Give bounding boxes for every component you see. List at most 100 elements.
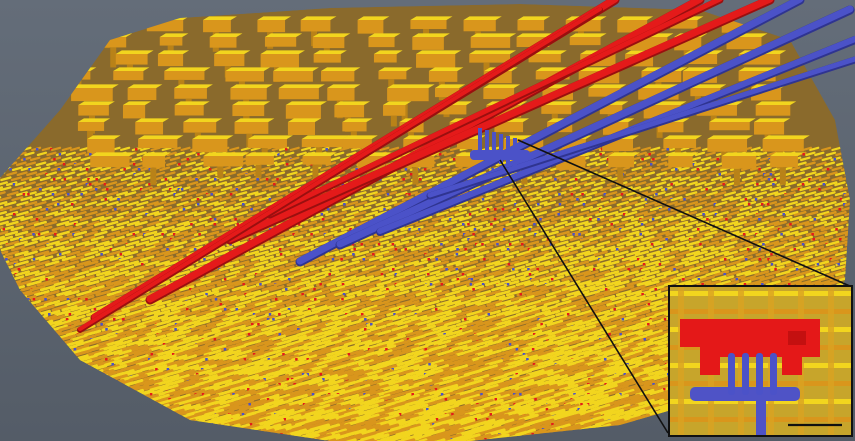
metal-segment bbox=[70, 156, 82, 162]
metal-segment bbox=[620, 225, 634, 232]
metal-segment bbox=[665, 220, 679, 227]
metal-segment bbox=[365, 299, 382, 307]
via-fleck bbox=[94, 188, 98, 191]
metal-segment bbox=[495, 250, 510, 257]
metal-segment bbox=[395, 329, 413, 337]
metal-segment bbox=[359, 285, 376, 292]
metal-segment bbox=[593, 329, 611, 337]
metal-segment bbox=[441, 245, 456, 252]
metal-segment bbox=[640, 225, 654, 232]
metal-segment bbox=[321, 314, 338, 322]
metal-segment bbox=[181, 166, 193, 172]
metal-segment bbox=[428, 265, 444, 272]
via-fleck bbox=[540, 323, 543, 326]
metal-segment bbox=[439, 314, 457, 322]
via-fleck bbox=[394, 248, 398, 251]
metal-segment bbox=[376, 280, 392, 287]
via-fleck bbox=[725, 218, 728, 221]
metal-segment bbox=[650, 265, 666, 272]
metal-segment bbox=[215, 349, 234, 357]
metal-segment bbox=[74, 201, 88, 207]
metal-segment bbox=[455, 349, 474, 357]
metal-segment bbox=[176, 171, 188, 177]
metal-segment bbox=[456, 290, 472, 297]
metal-segment bbox=[514, 299, 530, 307]
metal-segment bbox=[174, 151, 185, 157]
metal-segment bbox=[640, 146, 652, 152]
via-fleck bbox=[486, 208, 490, 211]
metal-segment bbox=[71, 186, 84, 192]
metal-segment bbox=[435, 319, 453, 327]
metal-segment bbox=[584, 250, 599, 257]
metal-segment bbox=[129, 225, 143, 232]
metal-segment bbox=[355, 309, 372, 317]
via-fleck bbox=[35, 218, 39, 221]
metal-segment bbox=[489, 294, 506, 302]
metal-segment bbox=[539, 324, 557, 332]
metal-segment bbox=[660, 245, 675, 252]
via-fleck bbox=[22, 193, 26, 196]
metal-segment bbox=[233, 240, 248, 247]
metal-segment bbox=[350, 215, 364, 222]
metal-segment bbox=[791, 255, 806, 262]
metal-segment bbox=[245, 290, 261, 297]
via-fleck bbox=[619, 333, 622, 336]
metal-segment bbox=[231, 285, 248, 292]
metal-segment bbox=[193, 210, 207, 217]
metal-segment bbox=[750, 265, 765, 272]
metal-segment bbox=[685, 171, 697, 177]
metal-segment bbox=[439, 235, 454, 242]
metal-segment bbox=[109, 275, 125, 282]
via-fleck bbox=[39, 188, 42, 191]
metal-segment bbox=[789, 205, 802, 212]
metal-segment bbox=[331, 215, 345, 222]
metal-segment bbox=[119, 196, 132, 202]
metal-segment bbox=[445, 171, 458, 177]
metal-segment bbox=[276, 181, 288, 187]
metal-segment bbox=[638, 245, 653, 252]
metal-segment bbox=[761, 215, 775, 222]
metal-segment bbox=[371, 334, 389, 342]
via-fleck bbox=[512, 268, 515, 271]
via-fleck bbox=[723, 258, 727, 261]
metal-segment bbox=[200, 294, 217, 302]
metal-segment bbox=[188, 215, 202, 222]
metal-segment bbox=[530, 275, 546, 282]
metal-segment bbox=[495, 280, 511, 287]
metal-segment bbox=[196, 171, 208, 177]
metal-segment bbox=[741, 186, 753, 192]
metal-segment bbox=[303, 319, 321, 327]
metal-segment bbox=[679, 245, 694, 252]
metal-segment bbox=[760, 186, 773, 192]
metal-segment bbox=[334, 299, 351, 307]
metal-segment bbox=[114, 260, 130, 267]
metal-segment bbox=[409, 265, 424, 272]
metal-segment bbox=[808, 186, 821, 192]
metal-segment bbox=[785, 210, 799, 217]
metal-segment bbox=[320, 166, 331, 172]
metal-segment bbox=[423, 299, 440, 307]
metal-segment bbox=[705, 161, 717, 167]
via-fleck bbox=[459, 328, 463, 331]
metal-segment bbox=[815, 161, 827, 167]
metal-segment bbox=[739, 245, 754, 252]
metal-segment bbox=[536, 191, 549, 197]
metal-segment bbox=[94, 349, 112, 357]
metal-segment bbox=[295, 299, 312, 307]
metal-segment bbox=[259, 334, 278, 342]
via-fleck bbox=[793, 248, 797, 251]
metal-segment bbox=[569, 186, 581, 192]
metal-segment bbox=[200, 205, 214, 212]
metal-segment bbox=[78, 334, 97, 342]
metal-segment bbox=[761, 225, 775, 232]
via-fleck bbox=[713, 203, 717, 206]
metal-segment bbox=[546, 319, 564, 327]
via-fleck bbox=[652, 158, 655, 161]
metal-segment bbox=[634, 201, 647, 207]
metal-segment bbox=[155, 299, 172, 307]
metal-segment bbox=[209, 334, 227, 342]
metal-segment bbox=[461, 225, 475, 232]
metal-segment bbox=[74, 270, 90, 277]
metal-segment bbox=[699, 225, 713, 232]
metal-segment bbox=[126, 299, 143, 307]
